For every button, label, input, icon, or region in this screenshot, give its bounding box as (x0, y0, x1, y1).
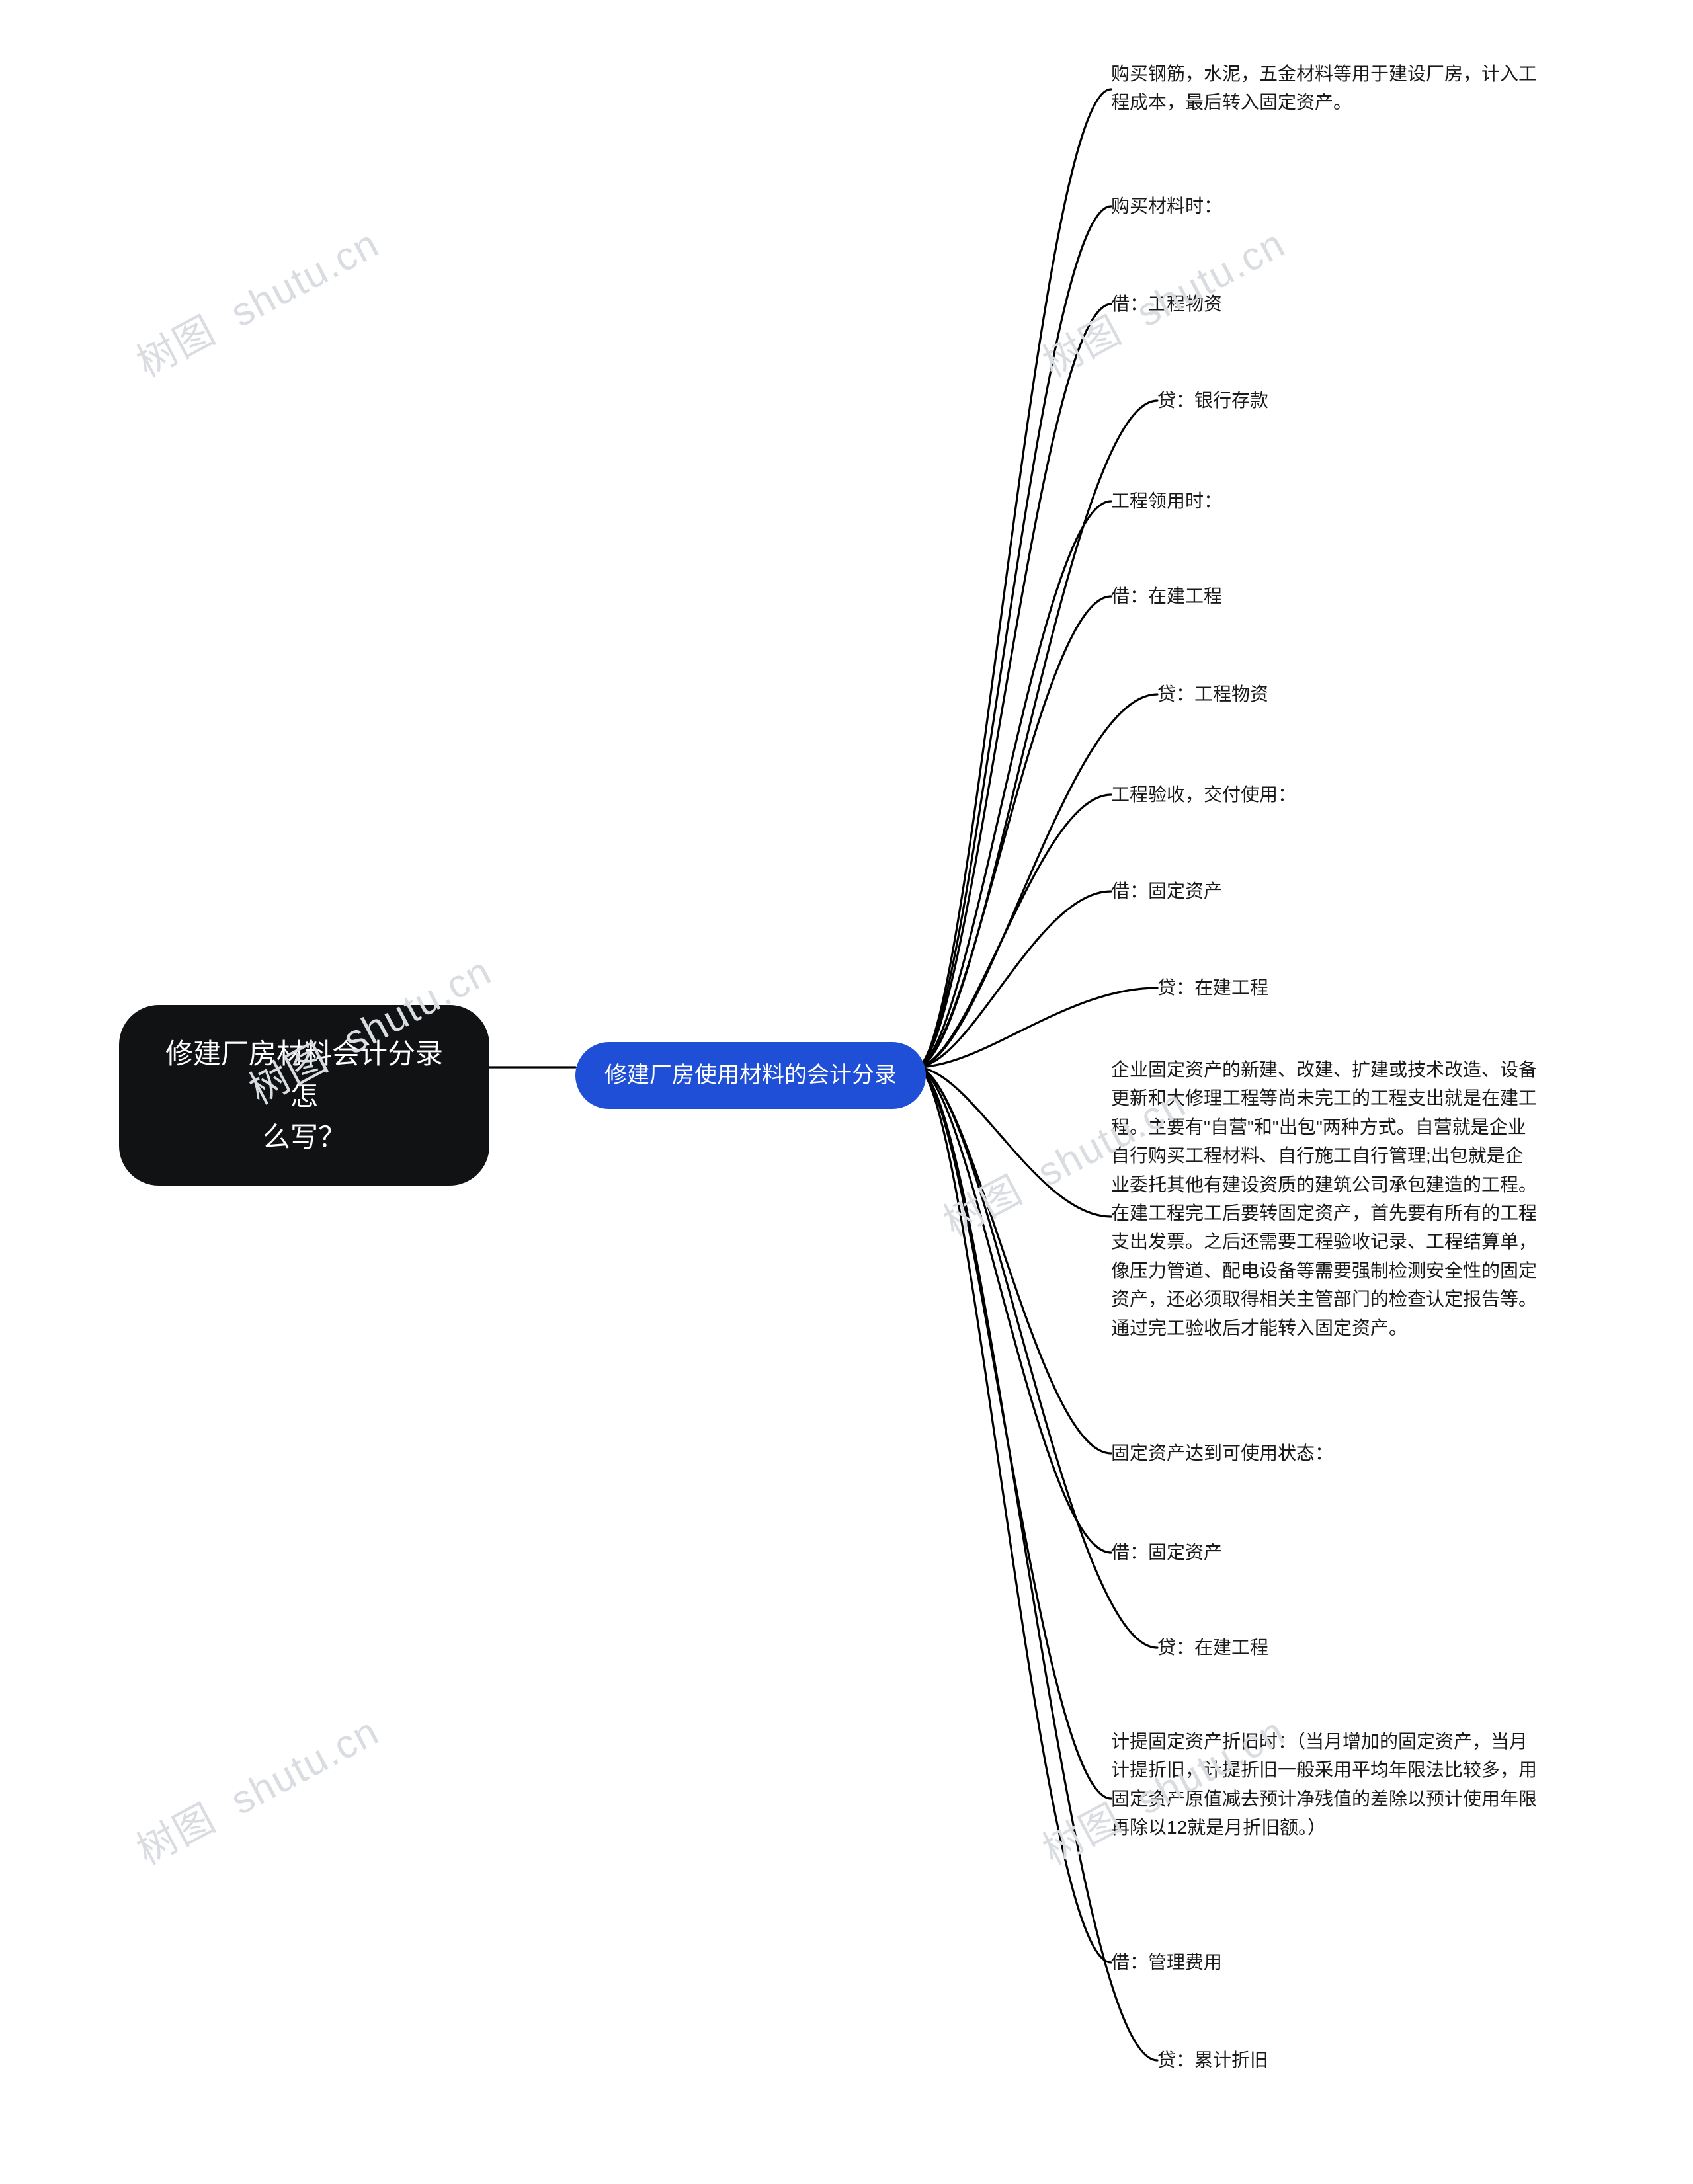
leaf-node[interactable]: 借：固定资产 (1111, 877, 1222, 905)
edge (916, 1067, 1111, 1799)
edge (916, 89, 1111, 1067)
leaf-node[interactable]: 购买材料时： (1111, 192, 1222, 220)
level1-label: 修建厂房使用材料的会计分录 (604, 1063, 897, 1088)
leaf-node[interactable]: 借：在建工程 (1111, 582, 1222, 610)
leaf-node[interactable]: 购买钢筋，水泥，五金材料等用于建设厂房，计入工程成本，最后转入固定资产。 (1111, 60, 1541, 117)
leaf-text: 固定资产达到可使用状态： (1111, 1443, 1333, 1463)
leaf-node[interactable]: 贷：在建工程 (1111, 973, 1268, 1002)
edge (916, 1067, 1111, 1553)
leaf-text: 借：在建工程 (1111, 586, 1222, 606)
root-node[interactable]: 修建厂房材料会计分录怎 么写？ (119, 1005, 489, 1186)
watermark: 树图 shutu.cn (125, 1700, 388, 1876)
edge (916, 795, 1111, 1067)
edge (916, 501, 1111, 1067)
leaf-text: 借：工程物资 (1111, 294, 1222, 314)
leaf-text: 贷：在建工程 (1157, 977, 1268, 998)
watermark-en: shutu.cn (1119, 221, 1292, 341)
watermark-en: shutu.cn (213, 1709, 386, 1829)
root-line2: 么写？ (263, 1121, 346, 1153)
leaf-text: 工程验收，交付使用： (1111, 784, 1296, 805)
watermark-cn: 树图 (936, 1167, 1030, 1244)
leaf-text: 贷：在建工程 (1157, 1637, 1268, 1658)
leaf-node[interactable]: 贷：工程物资 (1111, 680, 1268, 708)
leaf-text: 借：固定资产 (1111, 881, 1222, 901)
leaf-node[interactable]: 贷：累计折旧 (1111, 2046, 1268, 2074)
leaf-text: 贷：累计折旧 (1157, 2050, 1268, 2070)
leaf-text: 企业固定资产的新建、改建、扩建或技术改造、设备更新和大修理工程等尚未完工的工程支… (1111, 1059, 1537, 1338)
watermark: 树图 shutu.cn (125, 212, 388, 388)
level1-node[interactable]: 修建厂房使用材料的会计分录 (575, 1042, 926, 1109)
watermark-cn: 树图 (130, 1795, 223, 1873)
leaf-node[interactable]: 固定资产达到可使用状态： (1111, 1439, 1333, 1467)
leaf-node[interactable]: 借：管理费用 (1111, 1948, 1222, 1976)
leaf-text: 工程领用时： (1111, 491, 1222, 511)
leaf-text: 借：固定资产 (1111, 1542, 1222, 1562)
leaf-node[interactable]: 计提固定资产折旧时：（当月增加的固定资产，当月计提折旧，计提折旧一般采用平均年限… (1111, 1727, 1541, 1842)
watermark-en: shutu.cn (213, 221, 386, 341)
watermark-cn: 树图 (130, 307, 223, 385)
edge (916, 1067, 1111, 1453)
leaf-node[interactable]: 借：工程物资 (1111, 290, 1222, 318)
leaf-text: 贷：银行存款 (1157, 390, 1268, 411)
edge (916, 1067, 1111, 1962)
leaf-text: 借：管理费用 (1111, 1952, 1222, 1972)
leaf-node[interactable]: 借：固定资产 (1111, 1538, 1222, 1566)
edge (916, 891, 1111, 1067)
edge (916, 206, 1111, 1067)
leaf-text: 贷：工程物资 (1157, 684, 1268, 704)
leaf-node[interactable]: 贷：银行存款 (1111, 386, 1268, 415)
leaf-text: 购买材料时： (1111, 196, 1222, 216)
watermark-cn: 树图 (1036, 307, 1129, 385)
leaf-node[interactable]: 工程验收，交付使用： (1111, 780, 1296, 809)
edge (916, 1067, 1111, 1217)
root-line1: 修建厂房材料会计分录怎 (165, 1038, 443, 1111)
leaf-node[interactable]: 企业固定资产的新建、改建、扩建或技术改造、设备更新和大修理工程等尚未完工的工程支… (1111, 1055, 1541, 1342)
leaf-text: 购买钢筋，水泥，五金材料等用于建设厂房，计入工程成本，最后转入固定资产。 (1111, 63, 1537, 112)
leaf-node[interactable]: 工程领用时： (1111, 487, 1222, 515)
edge (916, 596, 1111, 1067)
leaf-text: 计提固定资产折旧时：（当月增加的固定资产，当月计提折旧，计提折旧一般采用平均年限… (1111, 1731, 1537, 1838)
leaf-node[interactable]: 贷：在建工程 (1111, 1633, 1268, 1662)
edge (916, 304, 1111, 1067)
